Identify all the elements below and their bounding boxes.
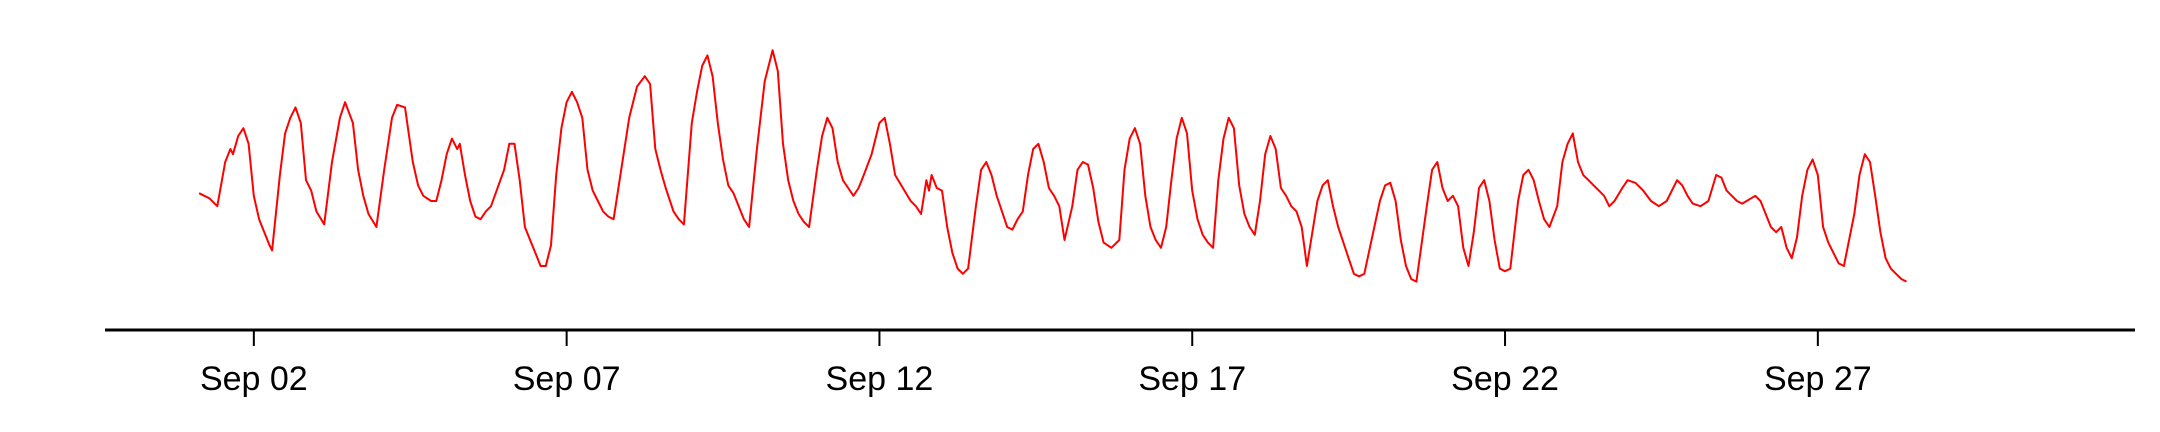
plot-area xyxy=(198,49,1907,283)
x-tick-label: Sep 07 xyxy=(513,360,621,398)
x-tick-label: Sep 12 xyxy=(826,360,934,398)
x-tick-label: Sep 17 xyxy=(1138,360,1246,398)
x-axis-ticks: Sep 02 Sep 07 Sep 12 Sep 17 Sep 22 Sep 27 xyxy=(200,330,1872,398)
x-tick-label: Sep 02 xyxy=(200,360,308,398)
series-line xyxy=(198,49,1907,283)
x-tick-label: Sep 22 xyxy=(1451,360,1559,398)
x-tick-label: Sep 27 xyxy=(1764,360,1872,398)
